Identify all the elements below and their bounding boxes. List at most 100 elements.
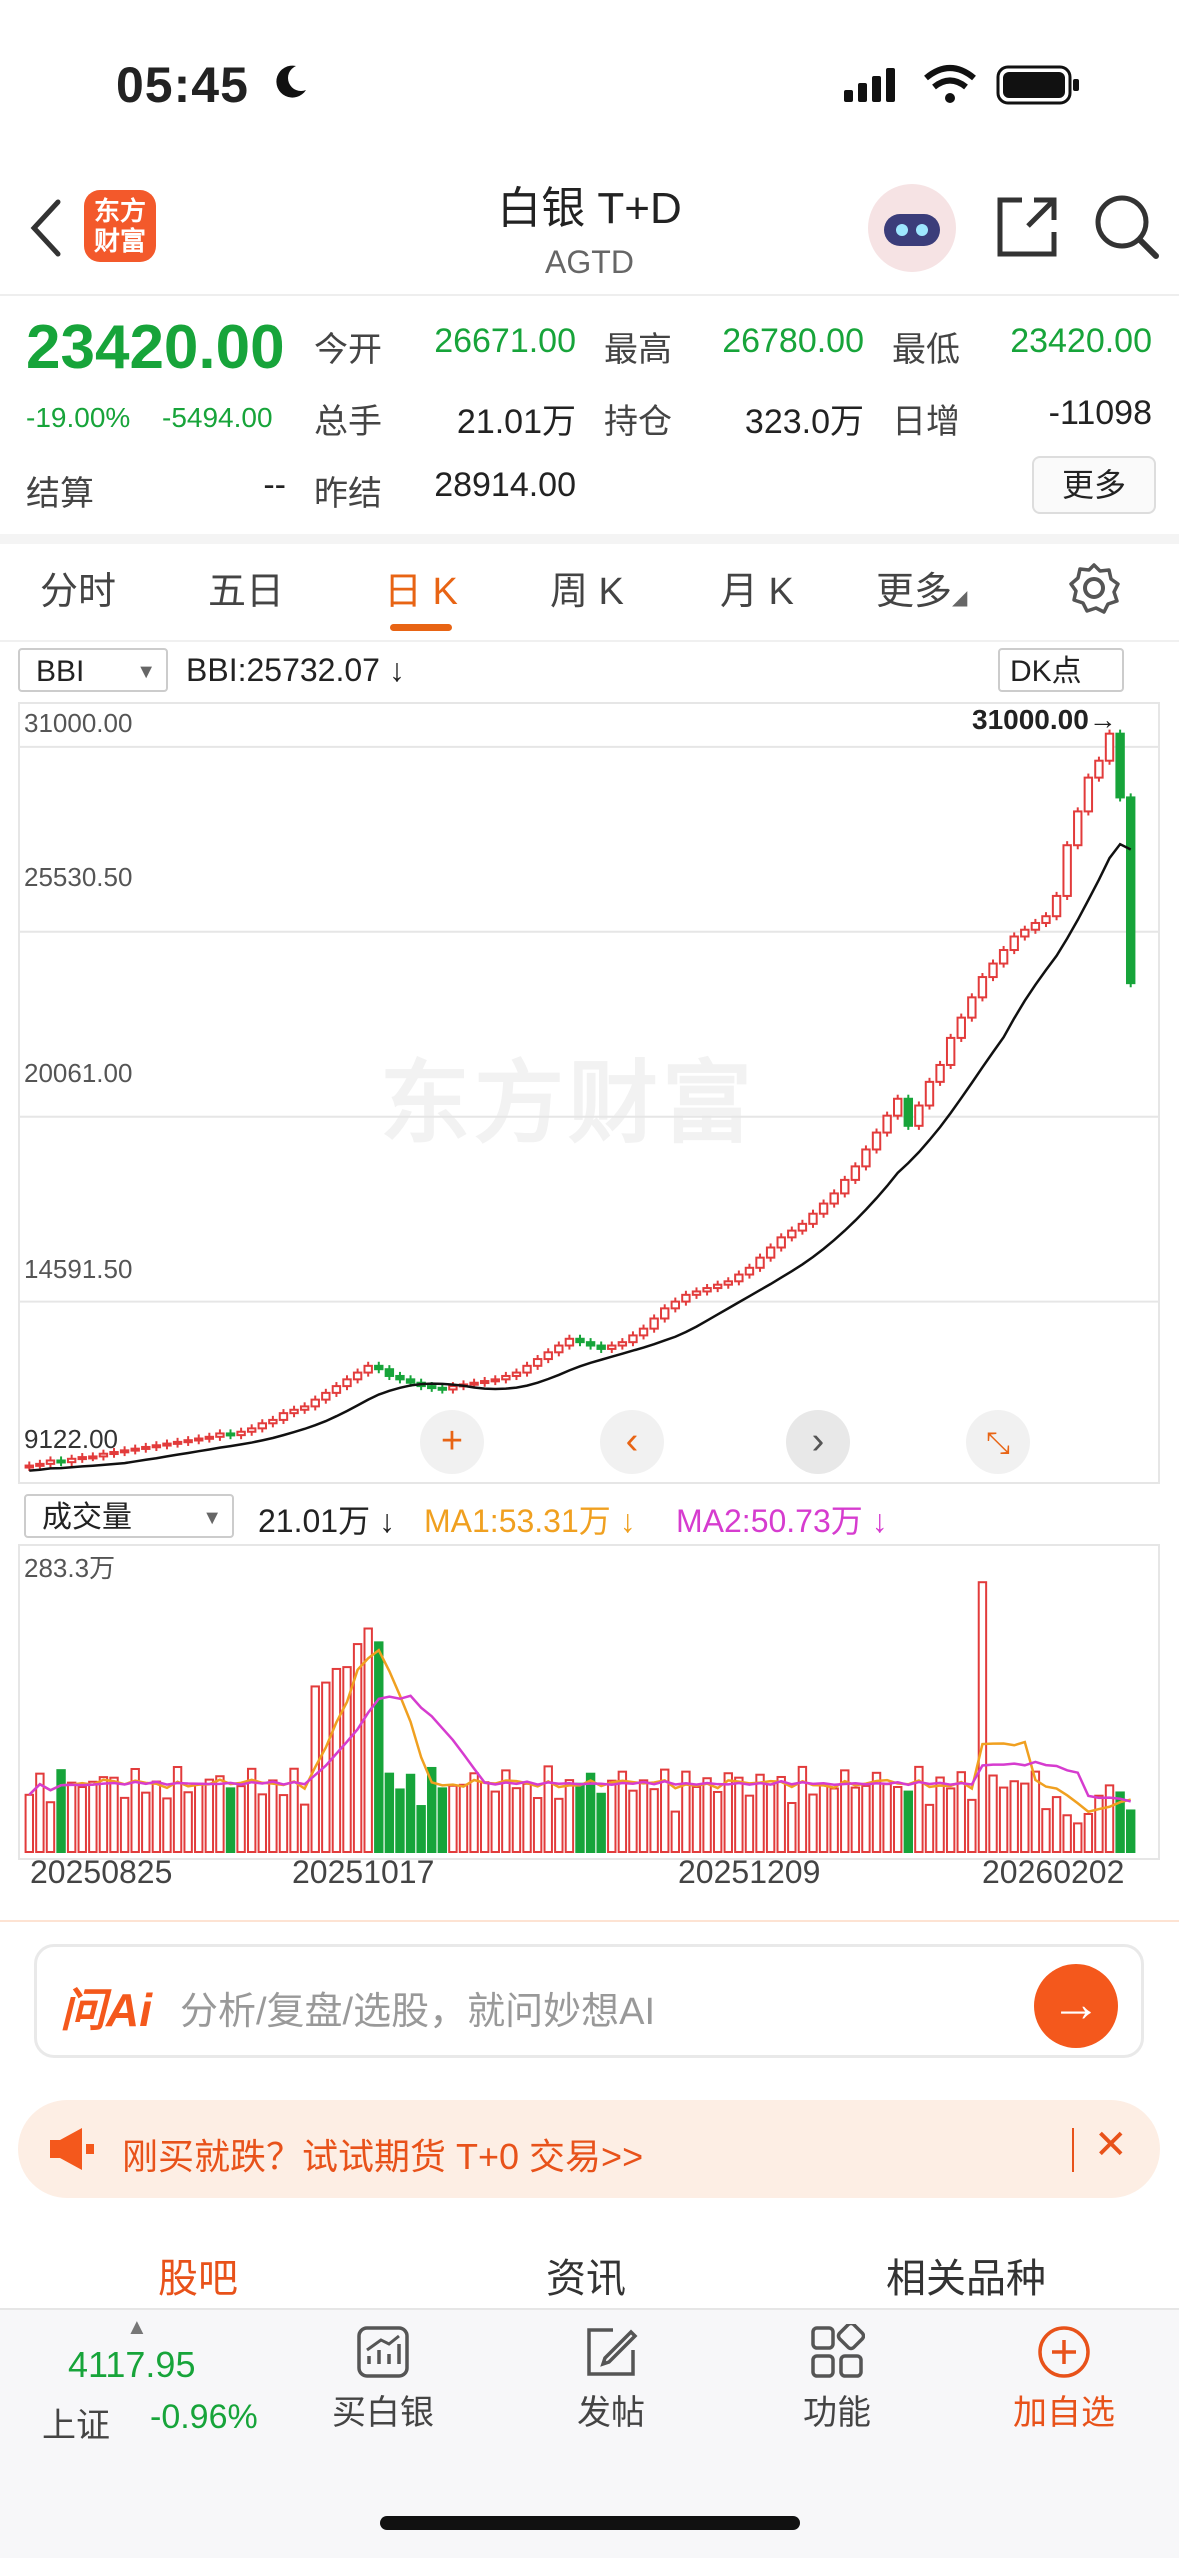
search-icon[interactable]	[1092, 192, 1162, 262]
volume-chart[interactable]	[18, 1544, 1160, 1860]
index-change[interactable]: -0.96%	[150, 2398, 258, 2436]
candle-body	[776, 1236, 786, 1249]
volume-bar	[204, 1778, 215, 1853]
index-name[interactable]: 上证	[42, 2407, 110, 2445]
promo-banner[interactable]	[18, 2100, 1160, 2198]
nav-features[interactable]: 功能	[784, 2321, 890, 2434]
candle-body	[374, 1364, 384, 1371]
volume-ma2: MA2:50.73万 ↓	[676, 1496, 888, 1542]
candle-body	[893, 1097, 903, 1117]
ai-search-placeholder[interactable]: 分析/复盘/选股，就问妙想AI	[180, 1991, 656, 2033]
volume-bar	[543, 1765, 553, 1853]
volume-bar	[405, 1773, 416, 1854]
volume-ma2-arrow: ↓	[871, 1503, 888, 1539]
settings-icon[interactable]	[1068, 562, 1120, 614]
candle-body	[109, 1451, 119, 1456]
volume-bar	[384, 1772, 395, 1853]
volume-max-label: 283.3万	[24, 1553, 116, 1583]
candle-body	[575, 1337, 585, 1344]
more-button[interactable]: 更多	[1032, 456, 1156, 514]
candle-body	[1073, 810, 1083, 847]
chevron-right-icon: ›	[811, 1420, 825, 1462]
tab-forum[interactable]: 股吧	[158, 2257, 238, 2301]
kline-chart[interactable]	[18, 702, 1160, 1484]
candle-body	[141, 1445, 151, 1450]
volume-bar	[1009, 1780, 1019, 1853]
volume-bar	[331, 1667, 342, 1853]
volume-bar	[617, 1770, 628, 1853]
candle-body	[818, 1202, 829, 1215]
candle-body	[1104, 732, 1115, 762]
dk-point-button[interactable]: DK点	[998, 648, 1124, 692]
share-icon[interactable]	[992, 192, 1062, 262]
tab-news[interactable]: 资讯	[546, 2257, 626, 2301]
volume-indicator-select[interactable]: 成交量 ▼	[24, 1494, 234, 1538]
indicator-select[interactable]: BBI ▼	[18, 648, 168, 692]
candle-body	[98, 1452, 109, 1458]
candle-body	[331, 1385, 342, 1394]
back-icon[interactable]	[26, 196, 66, 260]
scroll-right-button[interactable]: ›	[786, 1410, 850, 1474]
fullscreen-button[interactable]: ⤡	[966, 1410, 1030, 1474]
volume-bar	[596, 1792, 606, 1853]
candle-body	[977, 976, 988, 999]
volume-bar	[893, 1786, 903, 1853]
zoom-in-button[interactable]: +	[420, 1410, 484, 1474]
open-value: 26671.00	[434, 322, 576, 360]
ai-assistant-avatar-icon[interactable]	[864, 180, 960, 276]
tab-intraday[interactable]: 分时	[40, 571, 117, 613]
volume-bar	[967, 1798, 977, 1854]
nav-post-label: 发帖	[577, 2394, 645, 2432]
y-tick-1: 31000.00	[24, 708, 133, 738]
tab-more[interactable]: 更多◢	[876, 560, 967, 615]
ai-search-box[interactable]	[34, 1944, 1144, 2058]
expand-icon: ⤡	[986, 1427, 1010, 1460]
candle-body	[554, 1344, 564, 1354]
volume-bar	[776, 1775, 786, 1853]
nav-post[interactable]: 发帖	[558, 2324, 664, 2434]
close-icon[interactable]: ✕	[1094, 2123, 1128, 2167]
nav-buy-silver[interactable]: 买白银	[330, 2324, 436, 2434]
nav-add-watchlist[interactable]: 加自选	[1000, 2324, 1128, 2434]
volume-bar	[1104, 1784, 1115, 1853]
volume-bar	[681, 1770, 691, 1853]
home-indicator	[380, 2516, 800, 2530]
promo-text[interactable]: 刚买就跌？试试期货 T+0 交易>>	[122, 2136, 644, 2177]
grid-icon	[811, 2321, 866, 2378]
volume-bar	[162, 1797, 172, 1853]
volume-bar	[469, 1772, 479, 1853]
tab-weekly-k[interactable]: 周 K	[550, 571, 624, 613]
prev-settle-value: 28914.00	[434, 466, 576, 504]
volume-chart-frame	[18, 1544, 1160, 1860]
volume-bar	[765, 1783, 776, 1853]
candle-body	[225, 1432, 236, 1437]
volume-bar	[458, 1783, 469, 1853]
promo-separator	[1072, 2128, 1074, 2172]
tab-daily-k[interactable]: 日 K	[384, 571, 458, 613]
candle-body	[1083, 776, 1094, 813]
tab-related[interactable]: 相关品种	[886, 2257, 1046, 2301]
volume-bar	[956, 1771, 966, 1853]
index-value[interactable]: 4117.95	[68, 2344, 196, 2385]
candle-body	[321, 1391, 331, 1401]
chart-watermark: 东方财富	[380, 1054, 756, 1154]
volume-bar	[490, 1790, 500, 1854]
ai-submit-button[interactable]: →	[1034, 1964, 1118, 2048]
signal-icon	[844, 68, 895, 102]
volume-bar	[257, 1793, 267, 1854]
volume-bar	[988, 1774, 998, 1853]
candle-body	[183, 1439, 193, 1444]
tab-five-day[interactable]: 五日	[208, 571, 285, 613]
volume-bar	[914, 1765, 924, 1853]
x-date-3: 20251209	[678, 1854, 821, 1890]
max-price-label: 31000.00→	[972, 704, 1117, 735]
tab-monthly-k[interactable]: 月 K	[720, 571, 794, 613]
candle-body	[395, 1374, 405, 1381]
scroll-left-button[interactable]: ‹	[600, 1410, 664, 1474]
volume-bar	[903, 1790, 914, 1853]
high-label: 最高	[604, 331, 672, 369]
edit-icon	[587, 2328, 638, 2376]
page-title: 白银 T+D	[497, 184, 682, 233]
candle-body	[1062, 844, 1072, 897]
caret-down-icon: ◢	[952, 587, 968, 609]
